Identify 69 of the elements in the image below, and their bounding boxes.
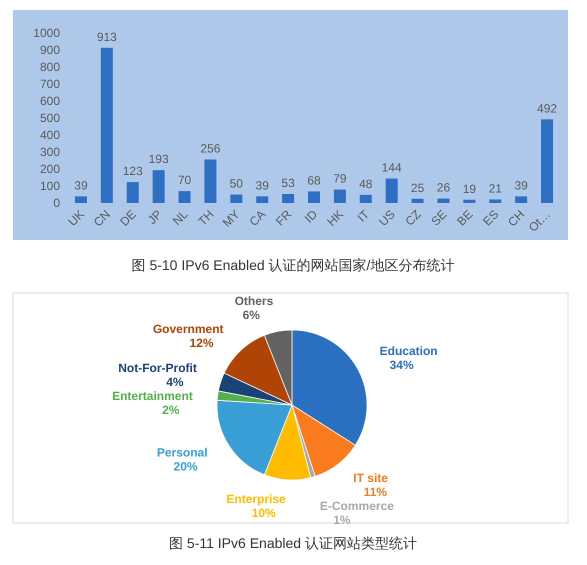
data-label: 70 [178,173,192,188]
x-tick-label: JP [144,207,165,228]
x-tick-label: CN [90,207,113,230]
slice-label: Education [380,344,438,358]
x-tick-label: ID [302,206,320,226]
data-label: 20% [174,460,198,474]
y-tick-label: 100 [40,179,60,193]
data-label: 144 [382,160,402,175]
data-label: 21 [488,181,502,196]
x-tick-label: SE [428,207,450,228]
x-tick-label: ES [480,207,502,228]
x-tick-label: TH [195,207,217,228]
x-tick-label: CZ [402,207,424,228]
slice-label: Not-For-Profit [118,361,197,376]
data-label: 48 [359,176,373,191]
slice-label: Others [234,294,274,308]
data-label: 12% [190,336,214,350]
data-label: 39 [74,178,88,192]
data-label: 2% [162,403,180,418]
x-tick-label: FR [273,206,294,228]
data-label: 6% [242,308,260,322]
y-tick-label: 500 [40,111,60,125]
x-tick-label: UK [65,207,88,229]
data-label: 256 [200,141,221,156]
data-label: 4% [166,375,184,390]
text: 图 5-10 IPv6 Enabled 认证的网站国家/地区分布统计 [132,257,454,273]
x-tick-label: US [376,207,398,229]
data-label: 123 [122,164,144,178]
data-label: 68 [307,173,321,188]
x-tick-label: CH [505,207,528,230]
slice-label: E-Commerce [320,499,394,514]
data-label: 10% [252,506,276,520]
y-tick-label: 800 [40,60,60,74]
x-tick-label: BE [454,207,476,228]
x-tick-label: Ot… [526,207,554,235]
data-label: 26 [436,180,450,195]
slice-label: Government [152,322,224,336]
data-label: 193 [148,152,169,166]
data-label: 34% [390,358,414,372]
x-tick-label: IT [354,206,372,225]
data-label: 1% [333,513,351,528]
data-label: 39 [514,178,528,192]
data-label: 913 [96,30,118,44]
data-label: 11% [364,485,388,500]
data-label: 50 [230,176,244,190]
y-tick-label: 0 [53,196,60,210]
slice-label: Enterprise [226,492,286,506]
y-tick-label: 1000 [33,26,60,40]
y-tick-label: 300 [40,145,60,159]
data-label: 25 [410,180,425,195]
slice-label: Entertainment [112,389,193,404]
y-tick-label: 600 [40,94,60,108]
y-tick-label: 200 [40,162,60,176]
data-label: 53 [281,176,296,190]
slice-label: Personal [156,446,208,460]
x-tick-label: DE [117,207,139,229]
data-label: 79 [333,172,347,186]
x-tick-label: CA [246,207,268,229]
data-label: 39 [256,178,270,192]
x-tick-label: HK [324,207,346,229]
data-label: 19 [462,182,476,196]
y-tick-label: 900 [40,43,60,57]
x-tick-label: MY [220,207,242,230]
data-label: 492 [537,101,558,116]
text: 图 5-11 IPv6 Enabled 认证网站类型统计 [169,535,417,551]
y-tick-label: 700 [40,77,60,91]
x-tick-label: NL [170,206,191,228]
slice-label: IT site [353,471,388,486]
y-tick-label: 400 [40,128,60,142]
